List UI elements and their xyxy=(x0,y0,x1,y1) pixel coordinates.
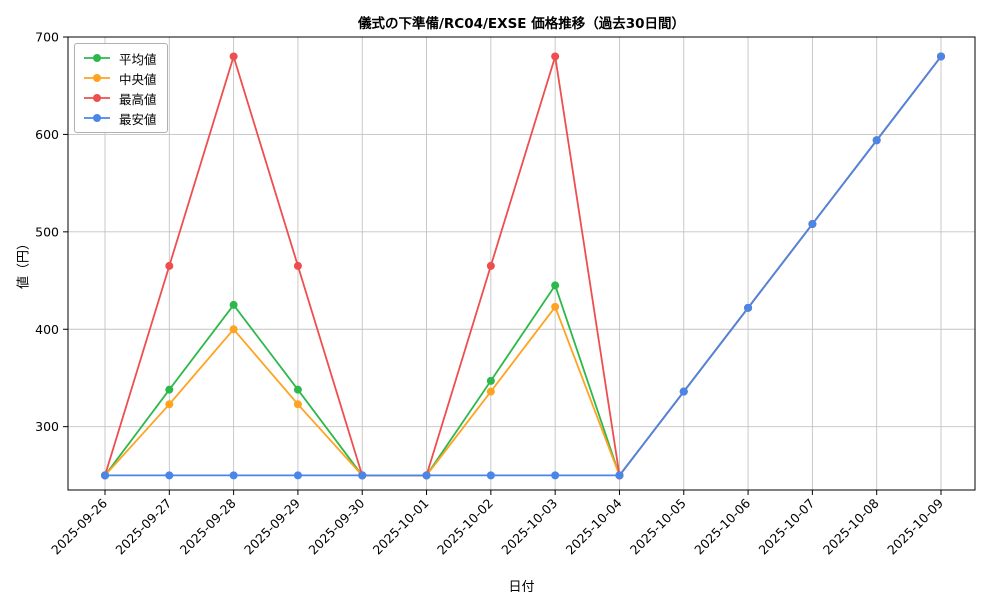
legend-label: 中央値 xyxy=(119,71,157,87)
plot-border xyxy=(67,36,976,491)
data-point-marker xyxy=(293,261,302,270)
data-point-marker xyxy=(229,300,238,309)
data-point-marker xyxy=(293,471,302,480)
x-tick-label: 2025-10-05 xyxy=(627,496,689,558)
legend-item: 最高値 xyxy=(82,90,157,107)
data-point-marker xyxy=(486,261,495,270)
data-point-marker xyxy=(229,325,238,334)
legend-label: 平均値 xyxy=(119,51,157,67)
data-point-marker xyxy=(165,385,174,394)
data-point-marker xyxy=(486,471,495,480)
data-point-marker xyxy=(229,52,238,61)
x-tick-label: 2025-10-07 xyxy=(756,496,818,558)
legend-line-marker-icon xyxy=(84,74,110,82)
x-tick-label: 2025-10-09 xyxy=(884,495,946,557)
x-axis-label: 日付 xyxy=(508,580,535,595)
series-line xyxy=(104,55,942,477)
y-tick-label: 700 xyxy=(35,30,59,45)
data-point-marker xyxy=(551,52,560,61)
legend-item: 平均値 xyxy=(82,50,157,67)
series-line xyxy=(104,55,942,477)
x-tick-label: 2025-09-26 xyxy=(48,495,110,557)
data-point-marker xyxy=(872,136,881,145)
data-point-marker xyxy=(293,400,302,409)
data-point-marker xyxy=(679,387,688,396)
data-point-marker xyxy=(551,302,560,311)
legend-item: 中央値 xyxy=(82,70,157,87)
data-point-marker xyxy=(422,471,431,480)
chart-title: 儀式の下準備/RC04/EXSE 価格推移（過去30日間） xyxy=(357,16,685,32)
y-tick-label: 600 xyxy=(35,127,59,142)
data-point-marker xyxy=(101,471,109,480)
y-tick-label: 300 xyxy=(35,419,59,434)
data-point-marker xyxy=(486,376,495,385)
legend-item: 最安値 xyxy=(82,110,157,127)
legend-label: 最安値 xyxy=(119,111,157,127)
x-tick-label: 2025-09-29 xyxy=(241,495,303,557)
data-point-marker xyxy=(486,387,495,396)
y-axis-label: 値（円） xyxy=(16,236,32,290)
y-tick-label: 400 xyxy=(35,322,59,337)
x-tick-label: 2025-10-02 xyxy=(434,496,496,558)
x-tick-label: 2025-10-03 xyxy=(498,496,560,558)
x-tick-label: 2025-09-30 xyxy=(305,495,367,557)
data-point-marker xyxy=(551,471,560,480)
x-tick-label: 2025-10-06 xyxy=(691,495,753,557)
x-tick-label: 2025-10-08 xyxy=(820,495,882,557)
series-line xyxy=(104,55,942,477)
data-point-marker xyxy=(615,471,624,480)
data-point-marker xyxy=(358,471,367,480)
series-line xyxy=(104,55,942,477)
x-tick-label: 2025-10-01 xyxy=(370,496,432,558)
data-point-marker xyxy=(293,385,302,394)
legend: 平均値中央値最高値最安値 xyxy=(74,43,168,133)
legend-label: 最高値 xyxy=(119,91,157,107)
x-tick-label: 2025-10-04 xyxy=(563,495,625,557)
data-point-marker xyxy=(551,281,560,290)
data-point-marker xyxy=(165,471,174,480)
data-point-marker xyxy=(808,220,817,229)
legend-line-marker-icon xyxy=(84,54,110,62)
legend-line-marker-icon xyxy=(84,114,110,122)
y-tick-label: 500 xyxy=(35,224,59,239)
data-point-marker xyxy=(937,52,945,61)
data-point-marker xyxy=(165,261,174,270)
x-tick-label: 2025-09-28 xyxy=(177,495,239,557)
data-point-marker xyxy=(165,400,174,409)
x-tick-label: 2025-09-27 xyxy=(112,496,174,558)
legend-line-marker-icon xyxy=(84,94,110,102)
data-point-marker xyxy=(229,471,238,480)
data-point-marker xyxy=(744,303,753,312)
